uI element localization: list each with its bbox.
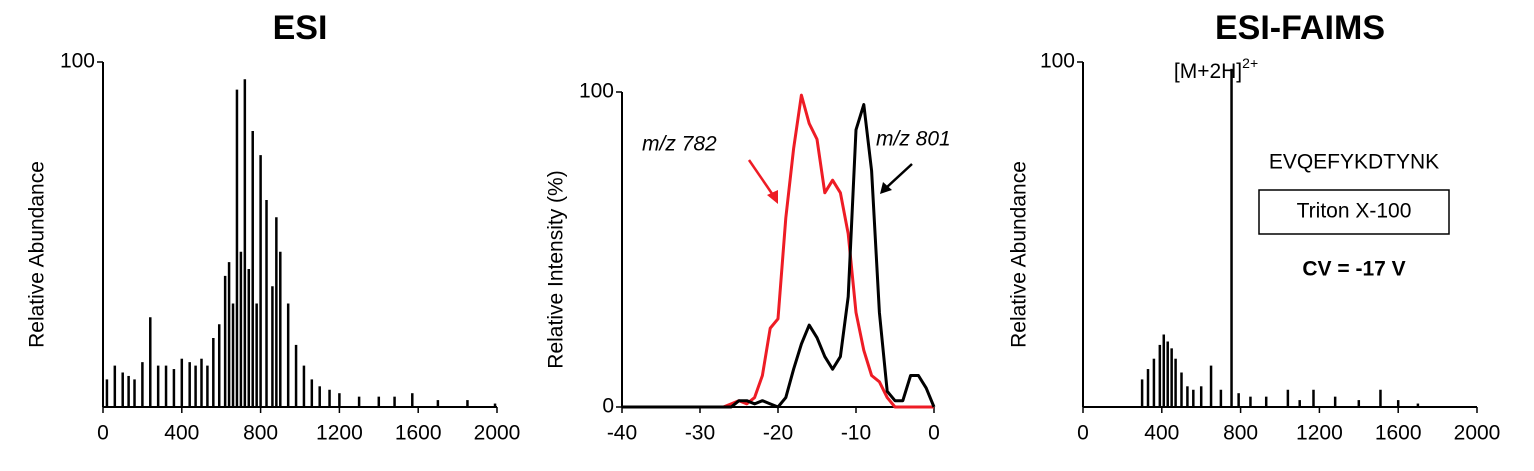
peak-label-text: [M+2H] (1174, 60, 1242, 83)
label-box (1258, 189, 1450, 235)
series-line (622, 103, 936, 409)
arrowhead (880, 182, 892, 194)
peak-label: [M+2H]2+ (1174, 55, 1258, 83)
y-axis-label: Relative Abundance (26, 161, 49, 348)
boxed-label: Triton X-100 (1297, 200, 1412, 223)
x-tick-label: 800 (1223, 422, 1258, 445)
x-tick-label: 1200 (316, 422, 363, 445)
x-tick-label: 0 (1077, 422, 1089, 445)
x-tick-label: 400 (164, 422, 199, 445)
x-tick-label: -40 (607, 422, 637, 445)
peak-label-superscript: 2+ (1242, 55, 1258, 71)
x-tick-label: 2000 (474, 422, 521, 445)
x-tick-label: -20 (763, 422, 793, 445)
arrow (747, 159, 777, 199)
series-label: m/z 782 (642, 133, 717, 156)
chart-title: ESI-FAIMS (1215, 9, 1385, 47)
arrow (885, 163, 913, 189)
x-tick-label: -30 (685, 422, 715, 445)
y-tick-label: 100 (579, 80, 614, 103)
x-tick-label: 800 (243, 422, 278, 445)
y-tick-label: 100 (1040, 50, 1075, 73)
y-axis-label: Relative Intensity (%) (545, 170, 568, 368)
series-label: m/z 801 (876, 128, 951, 151)
x-tick-label: 400 (1144, 422, 1179, 445)
x-tick-label: 1600 (395, 422, 442, 445)
peptide: EVQEFYKDTYNK (1269, 151, 1439, 174)
y-tick-label: 0 (602, 395, 614, 418)
condition: CV = -17 V (1302, 258, 1405, 281)
chart-title: ESI (273, 9, 328, 47)
x-tick-label: 2000 (1454, 422, 1501, 445)
y-axis-label: Relative Abundance (1008, 161, 1031, 348)
x-tick-label: -10 (841, 422, 871, 445)
x-tick-label: 1600 (1375, 422, 1422, 445)
arrowhead (767, 190, 778, 204)
y-tick-label: 100 (60, 50, 95, 73)
x-tick-label: 1200 (1296, 422, 1343, 445)
x-tick-label: 0 (928, 422, 940, 445)
x-tick-label: 0 (97, 422, 109, 445)
